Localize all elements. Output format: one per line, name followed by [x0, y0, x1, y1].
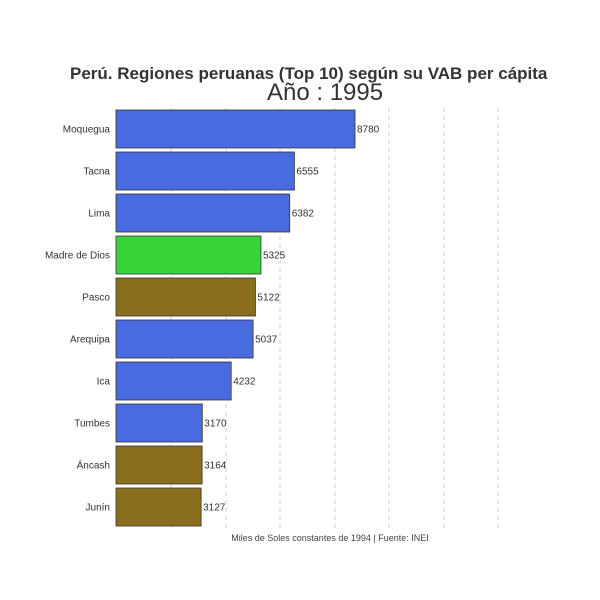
category-label: Ica	[97, 377, 111, 388]
value-label: 4232	[233, 377, 256, 388]
value-label: 5122	[257, 293, 280, 304]
category-label: Pasco	[82, 293, 110, 304]
bar-ica	[115, 361, 232, 401]
value-label: 3170	[204, 419, 227, 430]
category-label: Lima	[88, 209, 110, 220]
chart-caption: Miles de Soles constantes de 1994 | Fuen…	[231, 533, 429, 543]
bar-arequipa	[115, 319, 254, 359]
bar-moquegua	[115, 109, 356, 149]
bar-áncash	[115, 445, 203, 485]
bar-lima	[115, 193, 291, 233]
value-label: 8780	[357, 125, 380, 136]
value-label: 5325	[263, 251, 286, 262]
bar-tacna	[115, 151, 295, 191]
value-label: 3164	[204, 461, 227, 472]
chart-subtitle: Año : 1995	[267, 79, 384, 106]
category-label: Madre de Dios	[45, 251, 110, 262]
category-label: Tumbes	[74, 419, 110, 430]
value-label: 3127	[203, 503, 226, 514]
value-label: 5037	[255, 335, 278, 346]
bar-junín	[115, 487, 202, 527]
category-label: Junín	[86, 503, 110, 514]
category-label: Arequipa	[70, 335, 110, 346]
value-label: 6555	[296, 167, 319, 178]
category-label: Tacna	[83, 167, 110, 178]
category-label: Moquegua	[63, 125, 111, 136]
category-label: Áncash	[77, 459, 110, 472]
bar-madre-de-dios	[115, 235, 262, 275]
value-label: 6382	[292, 209, 315, 220]
bar-pasco	[115, 277, 256, 317]
chart-title: Perú. Regiones peruanas (Top 10) según s…	[70, 64, 548, 83]
bar-tumbes	[115, 403, 203, 443]
